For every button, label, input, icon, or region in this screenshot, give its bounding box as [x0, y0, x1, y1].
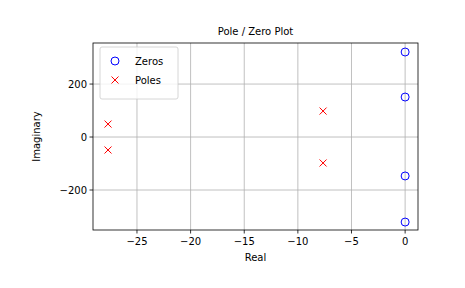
- tick-x: [297, 230, 298, 234]
- point: [401, 218, 409, 226]
- tick-label-x: 0: [402, 236, 408, 247]
- point: [320, 159, 327, 166]
- tick-label-y: 0: [81, 132, 87, 143]
- marker-stroke: [105, 121, 112, 128]
- grid-line-y: [93, 190, 418, 191]
- tick-x: [190, 230, 191, 234]
- marker-stroke: [320, 108, 327, 115]
- point: [401, 93, 409, 101]
- marker-stroke: [112, 77, 119, 84]
- legend-label: Poles: [135, 75, 161, 86]
- tick-label-x: −10: [287, 236, 308, 247]
- title: Pole / Zero Plot: [218, 26, 294, 37]
- grid-line-y: [93, 137, 418, 138]
- legend-marker: [112, 77, 119, 84]
- grid-line-x: [244, 43, 245, 230]
- tick-label-x: −20: [180, 236, 201, 247]
- tick-y: [90, 137, 94, 138]
- marker-stroke: [112, 77, 119, 84]
- grid-line-x: [351, 43, 352, 230]
- tick-x: [244, 230, 245, 234]
- tick-x: [136, 230, 137, 234]
- point: [320, 108, 327, 115]
- marker-stroke: [320, 108, 327, 115]
- tick-label-y: 200: [68, 79, 87, 90]
- tick-label-x: −5: [344, 236, 359, 247]
- marker-stroke: [320, 159, 327, 166]
- tick-x: [351, 230, 352, 234]
- tick-label-x: −15: [234, 236, 255, 247]
- tick-label-x: −25: [126, 236, 147, 247]
- grid-line-x: [190, 43, 191, 230]
- marker-stroke: [105, 121, 112, 128]
- legend-label: Zeros: [135, 56, 163, 67]
- tick-y: [90, 190, 94, 191]
- legend-marker: [111, 57, 119, 65]
- y-axis-label: Imaginary: [31, 111, 42, 162]
- tick-label-y: −200: [60, 185, 87, 196]
- x-axis-label: Real: [245, 252, 267, 263]
- data-layer: [105, 48, 410, 226]
- point: [401, 172, 409, 180]
- point: [105, 121, 112, 128]
- grid-line-x: [405, 43, 406, 230]
- point: [105, 147, 112, 154]
- grid-line-x: [297, 43, 298, 230]
- background: [0, 0, 465, 288]
- frame: [93, 43, 418, 230]
- legend-box: [100, 47, 178, 99]
- point: [401, 48, 409, 56]
- marker-stroke: [320, 159, 327, 166]
- marker-stroke: [105, 147, 112, 154]
- tick-y: [90, 84, 94, 85]
- tick-x: [405, 230, 406, 234]
- legend: Zeros Poles: [100, 47, 178, 99]
- chart: −25 −20 −15 −10 −5 0 −200 0 200 Pole / Zero Plot R…: [0, 0, 465, 288]
- marker-stroke: [105, 147, 112, 154]
